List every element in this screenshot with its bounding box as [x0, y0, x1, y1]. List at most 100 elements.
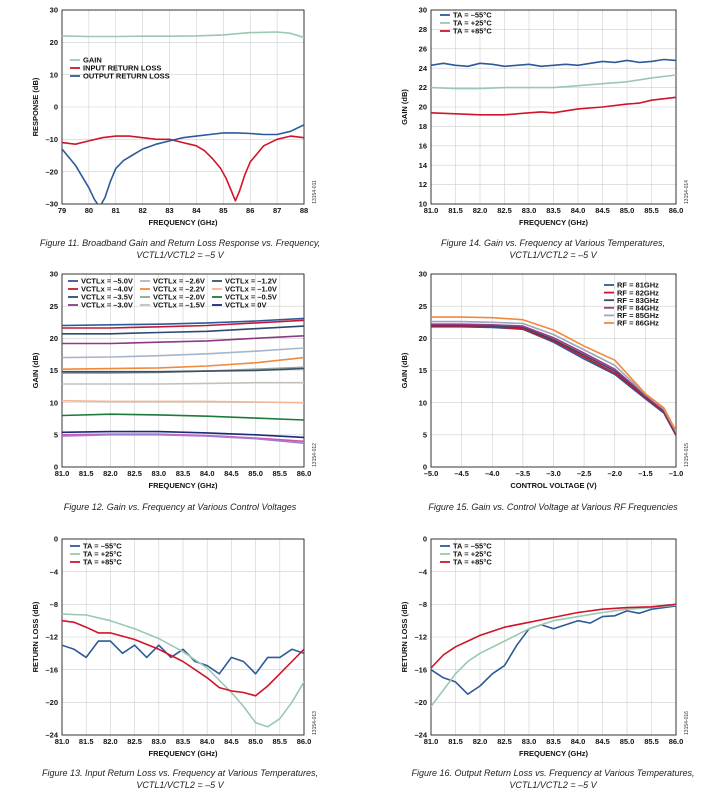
legend-label: VCTLx = –1.2V: [225, 277, 277, 286]
y-tick-label: –20: [45, 698, 58, 707]
y-tick-label: 10: [50, 398, 58, 407]
caption-fig14: Figure 14. Gain vs. Frequency at Various…: [388, 237, 718, 261]
x-tick-label: 84.5: [595, 206, 610, 215]
x-tick-label: 83.0: [522, 737, 537, 746]
legend-label: TA = +25°C: [453, 550, 492, 559]
x-tick-label: 87: [273, 206, 281, 215]
series-group: [62, 317, 304, 445]
legend-label: VCTLx = –1.5V: [153, 301, 205, 310]
caption-fig13-line2: VCTL1/VCTL2 = –5 V: [136, 780, 224, 790]
x-tick-label: 81.0: [424, 206, 439, 215]
legend: TA = –55°CTA = +25°CTA = +85°C: [70, 542, 122, 567]
x-tick-label: 81.5: [448, 206, 463, 215]
y-tick-label: 30: [50, 270, 58, 279]
x-tick-label: –2.0: [607, 469, 622, 478]
x-tick-label: 86.0: [669, 737, 684, 746]
series-line-2: [62, 613, 304, 728]
x-tick-label: 86.0: [297, 737, 312, 746]
legend-label: VCTLx = –3.0V: [81, 301, 133, 310]
legend-label: TA = +85°C: [83, 558, 122, 567]
y-tick-label: 25: [50, 302, 58, 311]
legend-label: VCTLx = –2.2V: [153, 285, 205, 294]
y-axis-title: GAIN (dB): [400, 352, 409, 388]
x-tick-label: –2.5: [577, 469, 592, 478]
x-tick-label: 81.0: [55, 737, 70, 746]
legend-label: VCTLx = –0.5V: [225, 293, 277, 302]
y-tick-label: 15: [50, 366, 58, 375]
x-axis-title: CONTROL VOLTAGE (V): [510, 481, 597, 490]
plot-frame: [61, 538, 305, 736]
x-tick-label: –1.5: [638, 469, 653, 478]
series-group: [431, 603, 676, 708]
y-tick-label: –12: [45, 633, 58, 642]
x-tick-label: 83: [165, 206, 173, 215]
series-line-3: [62, 619, 304, 697]
figure-id-text: 13154-013: [312, 711, 318, 735]
y-tick-label: 5: [423, 430, 427, 439]
x-tick-label: 84: [192, 206, 201, 215]
x-tick-label: 81.5: [448, 737, 463, 746]
legend-label: TA = –55°C: [83, 542, 122, 551]
legend-label: VCTLx = –1.0V: [225, 285, 277, 294]
plot-frame: [430, 273, 677, 468]
x-tick-label: 85.5: [644, 206, 659, 215]
figure-id-text: 13154-011: [312, 180, 318, 204]
series-line-11: [62, 413, 304, 421]
series-line-1: [431, 605, 676, 696]
y-tick-label: 30: [419, 6, 427, 15]
x-tick-label: –1.0: [669, 469, 684, 478]
legend: TA = –55°CTA = +25°CTA = +85°C: [440, 11, 492, 36]
y-tick-label: 18: [419, 122, 427, 131]
x-tick-label: 81: [112, 206, 120, 215]
series-line-12: [62, 430, 304, 439]
x-tick-label: 83.0: [522, 206, 537, 215]
chart-fig11: 79 80 81 82 83 84 85 86 87 88 –30 –20 –10 0 10 20 30 FREQ…: [31, 6, 318, 227]
x-axis-title: FREQUENCY (GHz): [148, 218, 218, 227]
x-tick-label: 82.5: [127, 469, 142, 478]
caption-fig14-line2: VCTL1/VCTL2 = –5 V: [509, 250, 597, 260]
caption-fig11-line2: VCTL1/VCTL2 = –5 V: [136, 250, 224, 260]
legend-label: VCTLx = –3.5V: [81, 293, 133, 302]
x-tick-label: 82.0: [103, 469, 118, 478]
figure-id-text: 13154-012: [312, 443, 318, 467]
y-tick-label: –8: [419, 600, 427, 609]
y-tick-label: 15: [419, 366, 427, 375]
y-tick-label: 20: [419, 103, 427, 112]
x-tick-label: –3.5: [516, 469, 531, 478]
caption-fig12: Figure 12. Gain vs. Frequency at Various…: [15, 501, 345, 513]
y-axis-title: RETURN LOSS (dB): [31, 601, 40, 672]
y-tick-label: –30: [45, 200, 58, 209]
x-axis-title: FREQUENCY (GHz): [519, 749, 589, 758]
series-group: [62, 613, 304, 728]
x-tick-label: 84.0: [200, 737, 215, 746]
chart-fig13: 81.0 81.5 82.0 82.5 83.0 83.5 84.0 84.5 85.0 85.5…: [31, 535, 318, 758]
x-tick-label: 81.0: [55, 469, 70, 478]
y-tick-label: 12: [419, 180, 427, 189]
legend-label: RF = 84GHz: [617, 304, 659, 313]
y-axis-title: RESPONSE (dB): [31, 77, 40, 136]
series-line-8: [62, 381, 304, 385]
series-group: [62, 31, 304, 204]
x-tick-label: 85.0: [620, 206, 635, 215]
series-group: [431, 58, 676, 116]
caption-fig13-line1: Figure 13. Input Return Loss vs. Frequen…: [42, 768, 318, 778]
legend: TA = –55°CTA = +25°CTA = +85°C: [440, 542, 492, 567]
x-tick-label: 86.0: [669, 206, 684, 215]
y-tick-label: –10: [45, 135, 58, 144]
x-tick-label: 81.5: [79, 737, 94, 746]
caption-fig16-line2: VCTL1/VCTL2 = –5 V: [509, 780, 597, 790]
figure-id-text: 13154-016: [684, 711, 690, 735]
x-tick-label: 82.0: [473, 206, 488, 215]
y-tick-label: 30: [419, 270, 427, 279]
x-tick-label: 84.5: [224, 469, 239, 478]
legend-label: TA = –55°C: [453, 542, 492, 551]
x-tick-label: 79: [58, 206, 66, 215]
x-tick-label: –4.5: [454, 469, 469, 478]
legend-label: VCTLx = –2.6V: [153, 277, 205, 286]
series-line-10: [62, 399, 304, 404]
legend-label: OUTPUT RETURN LOSS: [83, 72, 170, 81]
series-line-2: [62, 319, 304, 329]
plot-frame: [61, 273, 305, 468]
y-tick-label: 0: [54, 103, 58, 112]
